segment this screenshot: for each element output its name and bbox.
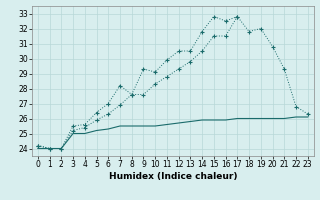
X-axis label: Humidex (Indice chaleur): Humidex (Indice chaleur) bbox=[108, 172, 237, 181]
